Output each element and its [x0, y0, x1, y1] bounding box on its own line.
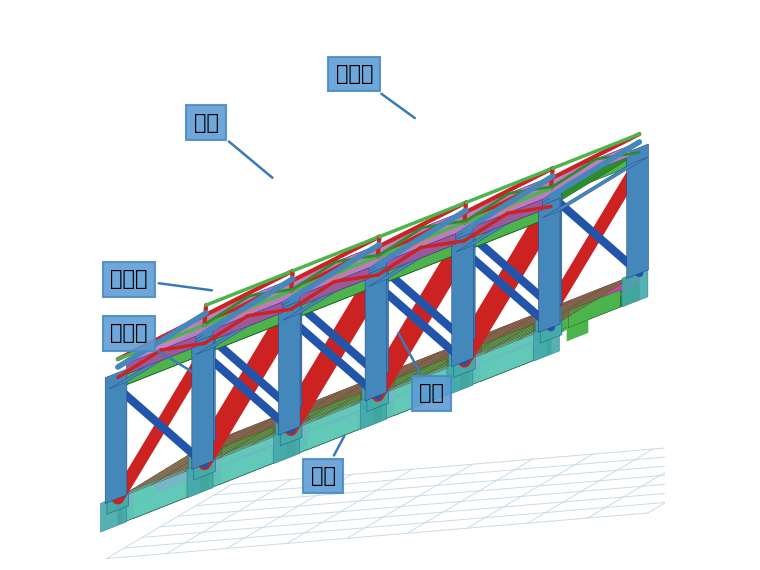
Polygon shape	[410, 237, 435, 248]
Polygon shape	[365, 267, 387, 401]
Polygon shape	[391, 324, 540, 402]
Text: 上弦: 上弦	[194, 112, 272, 178]
Polygon shape	[133, 481, 185, 519]
Text: 下弦: 下弦	[311, 435, 344, 486]
Polygon shape	[296, 394, 373, 454]
Text: 桥面系: 桥面系	[110, 323, 192, 372]
Polygon shape	[192, 335, 214, 469]
Polygon shape	[367, 389, 388, 412]
Polygon shape	[622, 268, 648, 307]
Polygon shape	[118, 273, 639, 498]
Polygon shape	[393, 378, 445, 416]
Polygon shape	[362, 370, 388, 410]
Polygon shape	[567, 311, 588, 341]
Polygon shape	[388, 214, 458, 251]
Polygon shape	[187, 459, 213, 498]
Polygon shape	[451, 233, 473, 367]
Polygon shape	[299, 214, 458, 295]
Polygon shape	[394, 380, 415, 410]
Polygon shape	[126, 282, 284, 364]
Polygon shape	[109, 328, 215, 389]
Polygon shape	[194, 457, 215, 480]
Polygon shape	[118, 206, 551, 388]
Polygon shape	[126, 336, 196, 374]
Polygon shape	[454, 213, 475, 347]
Polygon shape	[280, 423, 302, 446]
Polygon shape	[540, 320, 562, 343]
Polygon shape	[568, 290, 620, 328]
Polygon shape	[367, 247, 388, 381]
Polygon shape	[309, 393, 360, 430]
Polygon shape	[627, 144, 648, 278]
Polygon shape	[206, 273, 639, 456]
Polygon shape	[220, 448, 242, 478]
Polygon shape	[307, 414, 328, 444]
Polygon shape	[278, 301, 300, 435]
Polygon shape	[306, 413, 359, 450]
Polygon shape	[480, 344, 532, 382]
Polygon shape	[496, 203, 521, 214]
Polygon shape	[562, 145, 631, 183]
Polygon shape	[456, 191, 562, 252]
Text: 腹杆: 腹杆	[398, 333, 444, 404]
Polygon shape	[118, 339, 551, 524]
Polygon shape	[475, 180, 544, 217]
Polygon shape	[118, 327, 551, 510]
Polygon shape	[206, 291, 639, 470]
Polygon shape	[469, 326, 546, 386]
Polygon shape	[283, 259, 388, 320]
Polygon shape	[100, 493, 126, 532]
Polygon shape	[107, 491, 128, 514]
Polygon shape	[122, 463, 200, 523]
Polygon shape	[447, 356, 473, 396]
Polygon shape	[209, 429, 287, 488]
Polygon shape	[215, 282, 284, 320]
Polygon shape	[206, 152, 639, 334]
Polygon shape	[538, 198, 560, 332]
Polygon shape	[118, 285, 639, 510]
Polygon shape	[448, 336, 475, 376]
Polygon shape	[540, 178, 562, 312]
Polygon shape	[480, 345, 502, 376]
Text: 上平联: 上平联	[336, 64, 415, 118]
Polygon shape	[220, 447, 272, 484]
Text: 上横联: 上横联	[110, 269, 212, 290]
Polygon shape	[473, 200, 543, 237]
Polygon shape	[386, 234, 456, 271]
Polygon shape	[323, 271, 348, 282]
Polygon shape	[395, 359, 447, 396]
Polygon shape	[534, 322, 559, 361]
Polygon shape	[302, 248, 371, 286]
Polygon shape	[105, 369, 127, 503]
Polygon shape	[275, 405, 302, 444]
Polygon shape	[280, 281, 302, 415]
Polygon shape	[473, 145, 631, 227]
Polygon shape	[482, 324, 534, 362]
Polygon shape	[131, 427, 280, 505]
Polygon shape	[454, 355, 475, 377]
Polygon shape	[535, 302, 562, 341]
Polygon shape	[236, 306, 261, 316]
Polygon shape	[299, 268, 369, 306]
Polygon shape	[206, 285, 639, 470]
Polygon shape	[304, 359, 453, 437]
Polygon shape	[134, 482, 155, 512]
Polygon shape	[360, 390, 386, 430]
Polygon shape	[386, 180, 544, 261]
Polygon shape	[274, 425, 299, 464]
Polygon shape	[222, 427, 274, 465]
Polygon shape	[477, 290, 626, 368]
Polygon shape	[213, 302, 283, 340]
Polygon shape	[194, 315, 215, 449]
Polygon shape	[217, 393, 366, 471]
Polygon shape	[188, 439, 215, 478]
Polygon shape	[213, 248, 371, 329]
Polygon shape	[543, 157, 648, 218]
Polygon shape	[196, 294, 302, 355]
Polygon shape	[118, 206, 551, 388]
Polygon shape	[118, 152, 639, 377]
Polygon shape	[369, 225, 475, 286]
Polygon shape	[382, 360, 460, 420]
